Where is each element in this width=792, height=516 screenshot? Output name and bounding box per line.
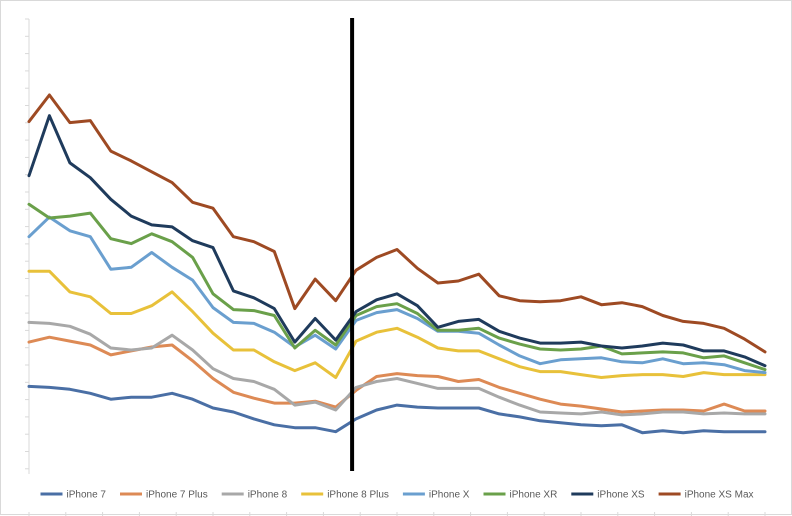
legend-label: iPhone 8 Plus bbox=[327, 490, 389, 501]
legend-label: iPhone 8 bbox=[248, 490, 288, 501]
series-line-iphone-7 bbox=[27, 384, 767, 435]
legend-item-iphone-8: iPhone 8 bbox=[221, 490, 288, 501]
legend: iPhone 7 iPhone 7 Plus iPhone 8 iPhone 8 Pl… bbox=[40, 490, 754, 501]
axis-layer bbox=[25, 18, 766, 516]
series-line-iphone-xs bbox=[27, 114, 767, 368]
legend-item-iphone-xr: iPhone XR bbox=[483, 490, 558, 501]
legend-label: iPhone XS bbox=[597, 490, 645, 501]
legend-label: iPhone XS Max bbox=[685, 490, 754, 501]
series-line-iphone-x bbox=[27, 215, 767, 375]
legend-item-iphone-8-plus: iPhone 8 Plus bbox=[301, 490, 389, 501]
legend-item-iphone-xs: iPhone XS bbox=[571, 490, 645, 501]
legend-item-iphone-xs-max: iPhone XS Max bbox=[658, 490, 754, 501]
legend-item-iphone-7-plus: iPhone 7 Plus bbox=[120, 490, 208, 501]
legend-item-iphone-x: iPhone X bbox=[402, 490, 470, 501]
legend-label: iPhone 7 bbox=[67, 490, 107, 501]
series-line-iphone-8 bbox=[27, 320, 767, 417]
series-line-iphone-xr bbox=[27, 202, 767, 372]
legend-label: iPhone XR bbox=[510, 490, 558, 501]
series-layer bbox=[27, 93, 767, 435]
legend-item-iphone-7: iPhone 7 bbox=[40, 490, 107, 501]
series-line-iphone-8-plus bbox=[27, 269, 767, 379]
legend-label: iPhone X bbox=[429, 490, 470, 501]
series-line-iphone-xs-max bbox=[27, 93, 767, 354]
legend-label: iPhone 7 Plus bbox=[146, 490, 208, 501]
